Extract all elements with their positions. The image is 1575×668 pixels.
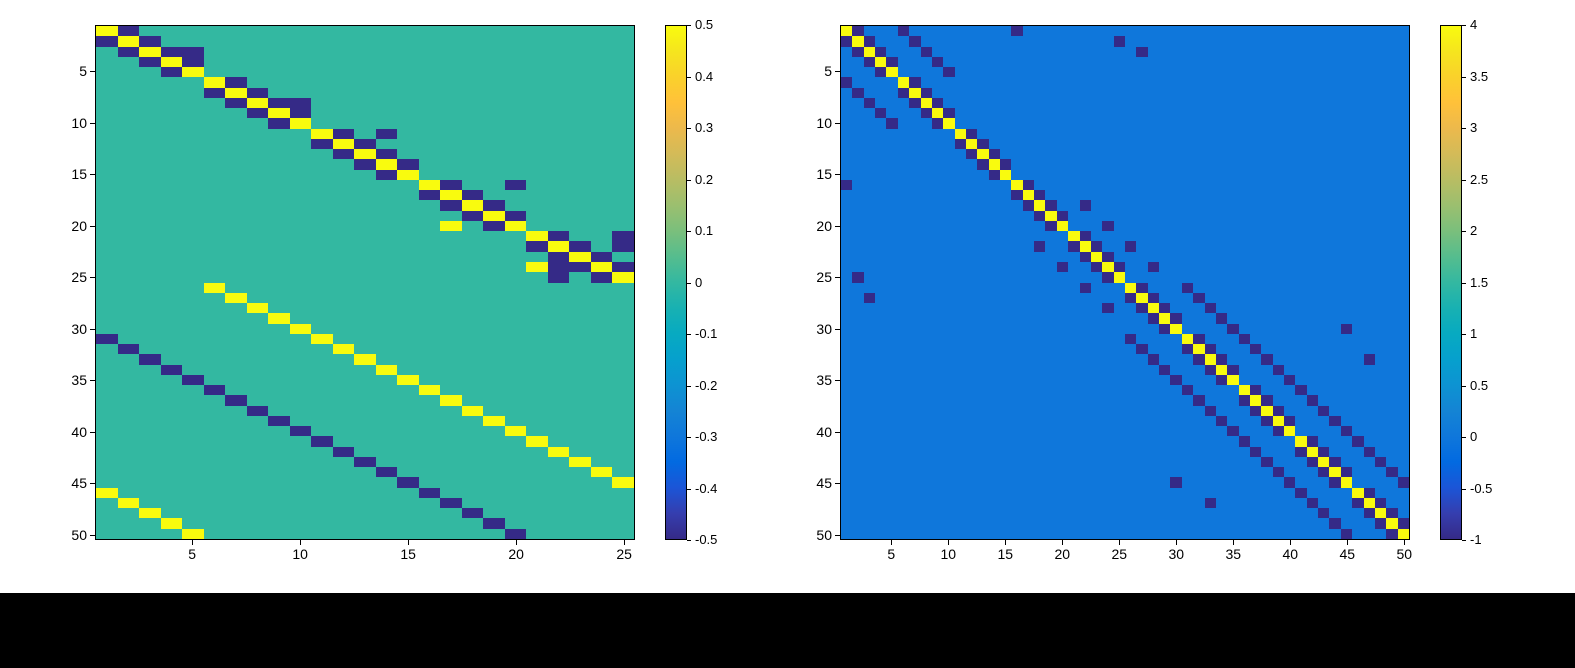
- xtick-label: 20: [508, 546, 524, 562]
- xtick-label: 25: [616, 546, 632, 562]
- xtick-label: 5: [188, 546, 196, 562]
- ytick-label: 40: [802, 424, 832, 440]
- heatmap-cells: [841, 26, 1409, 539]
- colorbar-tick-label: 0.5: [695, 17, 713, 32]
- xtick-label: 45: [1340, 546, 1356, 562]
- ytick-label: 50: [57, 527, 87, 543]
- heatmap-left: 5101520253035404550510152025-0.5-0.4-0.3…: [95, 25, 755, 580]
- xtick-label: 30: [1169, 546, 1185, 562]
- colorbar-tick-label: 0.1: [695, 223, 713, 238]
- xtick-label: 40: [1283, 546, 1299, 562]
- colorbar-tick-label: 0: [1470, 429, 1477, 444]
- heatmap-axes: [95, 25, 635, 540]
- colorbar-tick-label: -0.5: [695, 532, 717, 547]
- ytick-label: 20: [57, 218, 87, 234]
- colorbar-tick-label: 1.5: [1470, 275, 1488, 290]
- colorbar-tick-label: 3.5: [1470, 69, 1488, 84]
- colorbar-tick-label: 0.3: [695, 120, 713, 135]
- xtick-label: 50: [1397, 546, 1413, 562]
- xtick-label: 15: [998, 546, 1014, 562]
- colorbar-tick-label: 2.5: [1470, 172, 1488, 187]
- ytick-label: 50: [802, 527, 832, 543]
- xtick-label: 35: [1226, 546, 1242, 562]
- ytick-label: 30: [57, 321, 87, 337]
- colorbar-tick-label: 0.5: [1470, 378, 1488, 393]
- colorbar-tick-label: 3: [1470, 120, 1477, 135]
- ytick-label: 35: [802, 372, 832, 388]
- xtick-label: 10: [292, 546, 308, 562]
- xtick-label: 25: [1112, 546, 1128, 562]
- figure-container: 5101520253035404550510152025-0.5-0.4-0.3…: [0, 0, 1575, 668]
- ytick-label: 40: [57, 424, 87, 440]
- ytick-label: 20: [802, 218, 832, 234]
- heatmap-axes: [840, 25, 1410, 540]
- bottom-black-bar: [0, 593, 1575, 668]
- heatmap-cells: [96, 26, 634, 539]
- heatmap-right: 51015202530354045505101520253035404550-1…: [840, 25, 1530, 580]
- xtick-label: 10: [941, 546, 957, 562]
- colorbar: [1440, 25, 1462, 540]
- ytick-label: 15: [802, 166, 832, 182]
- colorbar-tick-label: -0.4: [695, 481, 717, 496]
- ytick-label: 5: [802, 63, 832, 79]
- xtick-label: 15: [400, 546, 416, 562]
- colorbar-tick-label: 4: [1470, 17, 1477, 32]
- colorbar-tick-label: 0.4: [695, 69, 713, 84]
- colorbar-tick-label: -0.2: [695, 378, 717, 393]
- colorbar-tick-label: -0.3: [695, 429, 717, 444]
- ytick-label: 10: [57, 115, 87, 131]
- xtick-label: 5: [887, 546, 895, 562]
- xtick-label: 20: [1055, 546, 1071, 562]
- ytick-label: 25: [802, 269, 832, 285]
- colorbar-tick-label: -0.1: [695, 326, 717, 341]
- ytick-label: 30: [802, 321, 832, 337]
- ytick-label: 5: [57, 63, 87, 79]
- ytick-label: 10: [802, 115, 832, 131]
- colorbar-tick-label: 0: [695, 275, 702, 290]
- colorbar: [665, 25, 687, 540]
- colorbar-tick-label: -1: [1470, 532, 1482, 547]
- ytick-label: 45: [57, 475, 87, 491]
- ytick-label: 15: [57, 166, 87, 182]
- ytick-label: 35: [57, 372, 87, 388]
- colorbar-tick-label: 0.2: [695, 172, 713, 187]
- colorbar-tick-label: -0.5: [1470, 481, 1492, 496]
- ytick-label: 45: [802, 475, 832, 491]
- colorbar-tick-label: 2: [1470, 223, 1477, 238]
- colorbar-tick-label: 1: [1470, 326, 1477, 341]
- ytick-label: 25: [57, 269, 87, 285]
